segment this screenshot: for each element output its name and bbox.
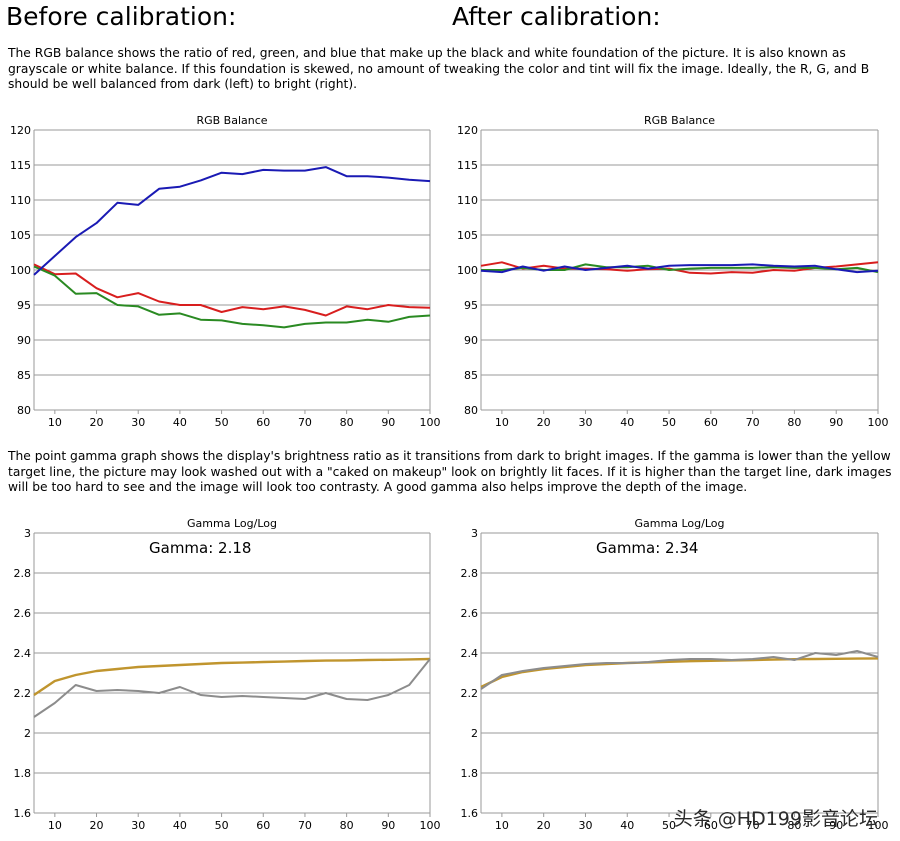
x-tick-label: 100 <box>868 819 889 832</box>
rgb-after-chart: RGB Balance 80 85 90 95 100 105 110 115 120 10 20 30… <box>457 114 889 429</box>
y-tick-label: 2 <box>24 727 31 740</box>
x-tick-label: 30 <box>131 416 145 429</box>
x-tick-label: 10 <box>48 416 62 429</box>
x-tick-label: 70 <box>298 416 312 429</box>
y-tick-label: 2.6 <box>461 607 479 620</box>
y-tick-label: 1.8 <box>461 767 479 780</box>
y-tick-label: 105 <box>457 229 478 242</box>
series-line-measured <box>480 650 879 690</box>
x-tick-label: 100 <box>420 416 441 429</box>
x-tick-label: 60 <box>256 819 270 832</box>
x-tick-label: 60 <box>704 416 718 429</box>
y-tick-label: 3 <box>471 527 478 540</box>
x-tick-label: 20 <box>90 416 104 429</box>
x-tick-label: 40 <box>173 819 187 832</box>
y-tick-label: 90 <box>464 334 478 347</box>
y-tick-label: 2.4 <box>461 647 479 660</box>
x-tick-label: 80 <box>340 416 354 429</box>
y-tick-label: 85 <box>464 369 478 382</box>
y-tick-label: 2.8 <box>461 567 479 580</box>
x-tick-label: 20 <box>90 819 104 832</box>
x-tick-label: 70 <box>746 416 760 429</box>
chart-title: Gamma Log/Log <box>187 517 277 530</box>
y-tick-label: 80 <box>464 404 478 417</box>
y-tick-label: 115 <box>10 159 31 172</box>
x-tick-label: 90 <box>381 416 395 429</box>
rgb-description: The RGB balance shows the ratio of red, … <box>8 46 870 91</box>
y-tick-label: 105 <box>10 229 31 242</box>
x-tick-label: 10 <box>495 819 509 832</box>
chart-title: Gamma Log/Log <box>635 517 725 530</box>
x-tick-label: 50 <box>662 819 676 832</box>
series-line-target <box>480 657 879 689</box>
x-tick-label: 80 <box>787 416 801 429</box>
x-tick-label: 20 <box>537 819 551 832</box>
y-tick-label: 1.6 <box>461 807 479 820</box>
x-tick-label: 90 <box>829 819 843 832</box>
y-tick-label: 2.8 <box>14 567 32 580</box>
x-tick-label: 100 <box>868 416 889 429</box>
series-line-red <box>33 263 431 317</box>
chart-title: RGB Balance <box>196 114 267 127</box>
x-tick-label: 60 <box>256 416 270 429</box>
y-tick-label: 120 <box>10 124 31 137</box>
x-tick-label: 90 <box>381 819 395 832</box>
y-tick-label: 115 <box>457 159 478 172</box>
x-tick-label: 100 <box>420 819 441 832</box>
gamma-before-chart: Gamma Log/Log 1.6 1.8 2 2.2 2.4 2.6 2.8 3 10 20 30 4… <box>14 517 441 832</box>
x-tick-label: 10 <box>48 819 62 832</box>
series-line-green <box>33 265 431 329</box>
x-tick-label: 30 <box>578 416 592 429</box>
series-line-measured <box>33 658 431 718</box>
y-tick-label: 110 <box>457 194 478 207</box>
series-line-blue <box>33 166 431 276</box>
rgb-before-chart: RGB Balance 80 85 90 95 100 105 110 115 120 10 20 30… <box>10 114 441 429</box>
y-tick-label: 120 <box>457 124 478 137</box>
y-tick-label: 95 <box>464 299 478 312</box>
y-tick-label: 3 <box>24 527 31 540</box>
x-tick-label: 40 <box>620 416 634 429</box>
x-tick-label: 40 <box>620 819 634 832</box>
x-tick-label: 10 <box>495 416 509 429</box>
y-tick-label: 2.2 <box>461 687 479 700</box>
y-tick-label: 80 <box>17 404 31 417</box>
y-tick-label: 1.8 <box>14 767 32 780</box>
x-tick-label: 60 <box>704 819 718 832</box>
x-tick-label: 50 <box>662 416 676 429</box>
x-tick-label: 70 <box>746 819 760 832</box>
x-tick-label: 30 <box>131 819 145 832</box>
y-tick-label: 100 <box>10 264 31 277</box>
gamma-after-chart: Gamma Log/Log 1.6 1.8 2 2.2 2.4 2.6 2.8 3 10 20 30 4… <box>461 517 889 832</box>
x-tick-label: 80 <box>340 819 354 832</box>
x-tick-label: 90 <box>829 416 843 429</box>
y-tick-label: 1.6 <box>14 807 32 820</box>
series-line-target <box>33 657 431 696</box>
chart-title: RGB Balance <box>644 114 715 127</box>
y-tick-label: 2.4 <box>14 647 32 660</box>
series-line-blue <box>480 263 879 274</box>
x-tick-label: 30 <box>578 819 592 832</box>
y-tick-label: 2.2 <box>14 687 32 700</box>
x-tick-label: 40 <box>173 416 187 429</box>
before-heading: Before calibration: <box>6 2 237 31</box>
y-tick-label: 85 <box>17 369 31 382</box>
y-tick-label: 2 <box>471 727 478 740</box>
x-tick-label: 80 <box>787 819 801 832</box>
x-tick-label: 20 <box>537 416 551 429</box>
gamma-description: The point gamma graph shows the display'… <box>8 449 892 494</box>
x-tick-label: 50 <box>215 416 229 429</box>
y-tick-label: 110 <box>10 194 31 207</box>
y-tick-label: 90 <box>17 334 31 347</box>
x-tick-label: 70 <box>298 819 312 832</box>
y-tick-label: 100 <box>457 264 478 277</box>
gamma-value-label: Gamma: 2.18 <box>149 539 251 557</box>
y-tick-label: 2.6 <box>14 607 32 620</box>
y-tick-label: 95 <box>17 299 31 312</box>
gamma-value-label: Gamma: 2.34 <box>596 539 698 557</box>
after-heading: After calibration: <box>452 2 661 31</box>
x-tick-label: 50 <box>215 819 229 832</box>
watermark-text: 头条 @HD199影音论坛 <box>673 808 878 830</box>
